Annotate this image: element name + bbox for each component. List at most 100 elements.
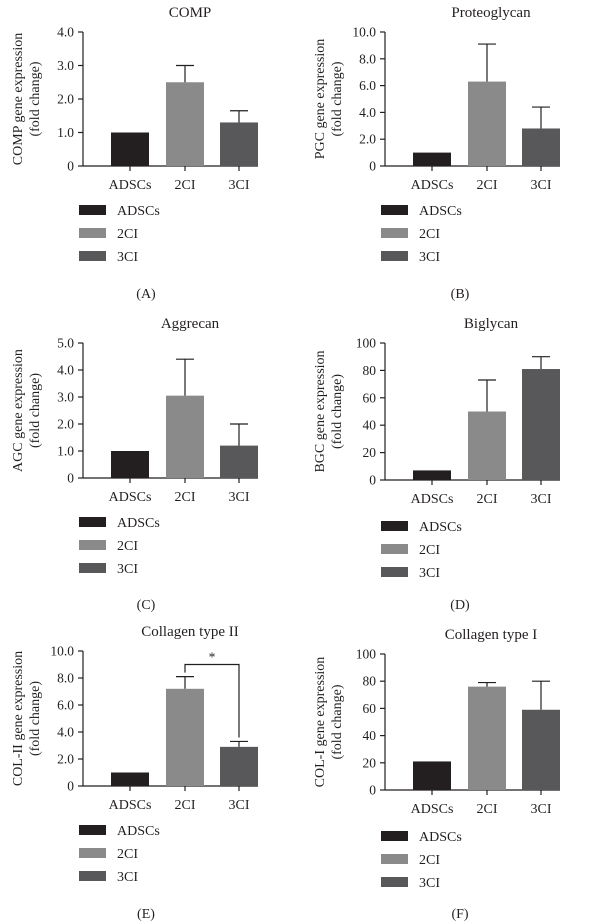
chart-title: Aggrecan bbox=[161, 316, 220, 332]
y-tick-label: 100 bbox=[356, 647, 377, 662]
y-tick-label: 2.0 bbox=[57, 752, 74, 767]
legend-swatch-3ci bbox=[79, 871, 106, 881]
y-tick-label: 2.0 bbox=[359, 132, 376, 147]
legend-label: 2CI bbox=[419, 543, 440, 558]
category-label: 3CI bbox=[531, 802, 552, 817]
panel-label: (B) bbox=[451, 287, 470, 302]
bar-2ci bbox=[166, 395, 204, 478]
legend: ADSCs 2CI 3CI bbox=[381, 520, 462, 581]
bar-2ci bbox=[468, 686, 506, 790]
legend-label: 3CI bbox=[117, 870, 138, 885]
y-tick-label: 1.0 bbox=[57, 444, 74, 459]
legend-swatch-3ci bbox=[79, 251, 106, 261]
y-tick-label: 0 bbox=[67, 471, 74, 486]
legend-swatch-adscs bbox=[79, 825, 106, 835]
y-axis-label-line: (fold change) bbox=[330, 374, 345, 449]
y-axis-label-line: PGC gene expression bbox=[313, 39, 328, 160]
legend-label: 2CI bbox=[117, 539, 138, 554]
bar-adscs bbox=[413, 761, 451, 790]
legend-label: 2CI bbox=[117, 227, 138, 242]
y-tick-label: 0 bbox=[67, 159, 74, 174]
legend-swatch-adscs bbox=[381, 521, 408, 531]
legend: ADSCs 2CI 3CI bbox=[79, 824, 160, 885]
bar-adscs bbox=[111, 772, 149, 786]
y-tick-label: 20 bbox=[363, 755, 377, 770]
legend-swatch-adscs bbox=[79, 517, 106, 527]
panel-label: (C) bbox=[137, 598, 156, 613]
legend-label: 3CI bbox=[117, 250, 138, 265]
legend: ADSCs 2CI 3CI bbox=[381, 830, 462, 891]
y-axis-label-line: COL-II gene expression bbox=[11, 651, 26, 786]
y-tick-label: 0 bbox=[369, 783, 376, 798]
legend-label: 2CI bbox=[117, 847, 138, 862]
chart-title: Proteoglycan bbox=[451, 5, 531, 21]
y-axis-label: PGC gene expression (fold change) bbox=[313, 39, 345, 160]
legend-swatch-2ci bbox=[381, 544, 408, 554]
category-label: 3CI bbox=[229, 178, 250, 193]
category-label: 3CI bbox=[531, 492, 552, 507]
y-tick-label: 60 bbox=[363, 701, 377, 716]
y-tick-label: 1.0 bbox=[57, 125, 74, 140]
y-axis-label-line: (fold change) bbox=[28, 681, 43, 756]
legend: ADSCs 2CI 3CI bbox=[79, 204, 160, 265]
legend-swatch-2ci bbox=[79, 540, 106, 550]
panel-label: (D) bbox=[450, 598, 470, 613]
bar-2ci bbox=[468, 81, 506, 166]
y-axis-label-line: AGC gene expression bbox=[11, 349, 26, 472]
legend-swatch-3ci bbox=[381, 251, 408, 261]
y-tick-label: 3.0 bbox=[57, 58, 74, 73]
category-label: 2CI bbox=[175, 178, 196, 193]
y-tick-label: 0 bbox=[369, 159, 376, 174]
legend-label: ADSCs bbox=[117, 516, 160, 531]
bar-2ci bbox=[166, 82, 204, 166]
significance-bracket bbox=[184, 663, 240, 738]
y-tick-label: 10.0 bbox=[50, 644, 74, 659]
category-label: ADSCs bbox=[411, 178, 454, 193]
bar-2ci bbox=[468, 411, 506, 480]
legend-label: 2CI bbox=[419, 853, 440, 868]
y-tick-label: 5.0 bbox=[57, 336, 74, 351]
y-axis-label-line: COMP gene expression bbox=[11, 33, 26, 165]
category-label: 3CI bbox=[531, 178, 552, 193]
significance-marker: * bbox=[209, 650, 216, 665]
category-label: ADSCs bbox=[109, 490, 152, 505]
category-label: 2CI bbox=[175, 798, 196, 813]
legend-label: 3CI bbox=[419, 876, 440, 891]
chart-title: Collagen type I bbox=[445, 627, 537, 643]
bar-2ci bbox=[166, 688, 204, 786]
chart-title: Biglycan bbox=[464, 316, 519, 332]
legend-label: ADSCs bbox=[419, 204, 462, 219]
bar-3ci bbox=[220, 122, 258, 166]
category-label: ADSCs bbox=[109, 798, 152, 813]
y-tick-label: 10.0 bbox=[352, 25, 376, 40]
legend-label: 3CI bbox=[419, 250, 440, 265]
category-label: 3CI bbox=[229, 490, 250, 505]
bar-3ci bbox=[522, 709, 560, 790]
legend-swatch-3ci bbox=[381, 567, 408, 577]
category-label: 2CI bbox=[175, 490, 196, 505]
bar-adscs bbox=[413, 152, 451, 166]
bar-adscs bbox=[111, 132, 149, 166]
y-tick-label: 4.0 bbox=[57, 363, 74, 378]
legend: ADSCs 2CI 3CI bbox=[79, 516, 160, 577]
legend-swatch-2ci bbox=[79, 848, 106, 858]
y-axis-label: COL-I gene expression (fold change) bbox=[313, 657, 345, 788]
y-axis-label-line: (fold change) bbox=[28, 373, 43, 448]
legend-label: 3CI bbox=[419, 566, 440, 581]
legend-label: ADSCs bbox=[419, 520, 462, 535]
legend-label: 3CI bbox=[117, 562, 138, 577]
legend-label: 2CI bbox=[419, 227, 440, 242]
bar-3ci bbox=[522, 369, 560, 480]
y-tick-label: 4.0 bbox=[359, 105, 376, 120]
legend-swatch-3ci bbox=[381, 877, 408, 887]
legend-swatch-2ci bbox=[381, 854, 408, 864]
legend-swatch-2ci bbox=[381, 228, 408, 238]
bar-adscs bbox=[111, 451, 149, 478]
legend-swatch-adscs bbox=[381, 205, 408, 215]
y-tick-label: 0 bbox=[369, 473, 376, 488]
legend-swatch-adscs bbox=[381, 831, 408, 841]
panel-label: (A) bbox=[136, 287, 156, 302]
y-tick-label: 80 bbox=[363, 674, 377, 689]
chart-title: Collagen type II bbox=[141, 624, 238, 640]
panel-label: (F) bbox=[451, 907, 468, 922]
